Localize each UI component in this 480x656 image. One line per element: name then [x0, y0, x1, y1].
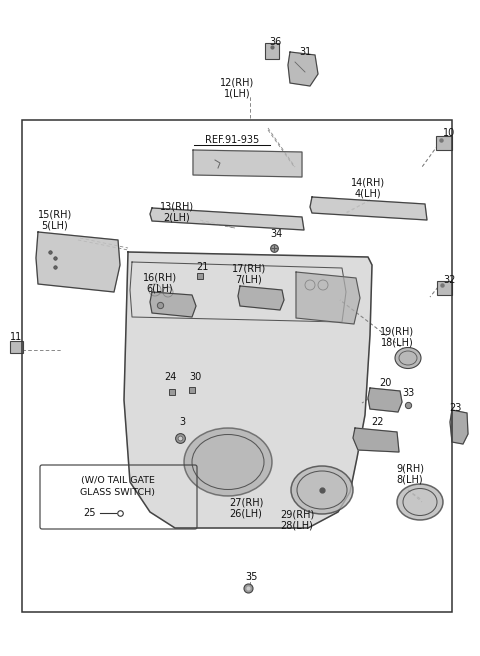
- Text: 35: 35: [246, 572, 258, 582]
- Polygon shape: [150, 208, 304, 230]
- Text: 13(RH)
2(LH): 13(RH) 2(LH): [160, 201, 194, 223]
- Text: 34: 34: [270, 229, 282, 239]
- Polygon shape: [310, 197, 427, 220]
- Bar: [437, 281, 452, 295]
- Ellipse shape: [395, 348, 421, 369]
- Text: 12(RH)
1(LH): 12(RH) 1(LH): [220, 77, 254, 99]
- Bar: [436, 136, 452, 150]
- Text: 25: 25: [84, 508, 96, 518]
- Text: 21: 21: [196, 262, 208, 272]
- Text: 15(RH)
5(LH): 15(RH) 5(LH): [38, 209, 72, 231]
- Ellipse shape: [184, 428, 272, 496]
- Ellipse shape: [291, 466, 353, 514]
- Bar: [10, 341, 23, 353]
- Text: 17(RH)
7(LH): 17(RH) 7(LH): [232, 263, 266, 285]
- Text: 29(RH)
28(LH): 29(RH) 28(LH): [280, 509, 314, 531]
- Text: 23: 23: [449, 403, 461, 413]
- Text: 32: 32: [443, 275, 455, 285]
- Text: 19(RH)
18(LH): 19(RH) 18(LH): [380, 326, 414, 348]
- Text: 20: 20: [379, 378, 391, 388]
- Text: 27(RH)
26(LH): 27(RH) 26(LH): [229, 497, 263, 519]
- Polygon shape: [150, 292, 196, 317]
- Text: 14(RH)
4(LH): 14(RH) 4(LH): [351, 177, 385, 199]
- Text: GLASS SWITCH): GLASS SWITCH): [81, 489, 156, 497]
- Text: 10: 10: [443, 128, 455, 138]
- Text: REF.91-935: REF.91-935: [205, 135, 259, 145]
- Text: 33: 33: [402, 388, 414, 398]
- Bar: [22, 120, 452, 612]
- Polygon shape: [124, 252, 372, 528]
- Polygon shape: [296, 272, 360, 324]
- Polygon shape: [36, 232, 120, 292]
- Text: 22: 22: [372, 417, 384, 427]
- Text: 30: 30: [189, 372, 201, 382]
- Text: (W/O TAIL GATE: (W/O TAIL GATE: [81, 476, 155, 485]
- Text: 31: 31: [299, 47, 311, 57]
- Polygon shape: [450, 410, 468, 444]
- Ellipse shape: [397, 484, 443, 520]
- Bar: [265, 43, 279, 59]
- Text: 24: 24: [164, 372, 176, 382]
- Text: 36: 36: [269, 37, 281, 47]
- Text: 16(RH)
6(LH): 16(RH) 6(LH): [143, 272, 177, 294]
- Polygon shape: [288, 52, 318, 86]
- Text: 3: 3: [179, 417, 185, 427]
- Polygon shape: [353, 428, 399, 452]
- Text: 9(RH)
8(LH): 9(RH) 8(LH): [396, 463, 424, 485]
- Polygon shape: [238, 286, 284, 310]
- Polygon shape: [193, 150, 302, 177]
- Text: 11: 11: [10, 332, 22, 342]
- Polygon shape: [368, 388, 402, 412]
